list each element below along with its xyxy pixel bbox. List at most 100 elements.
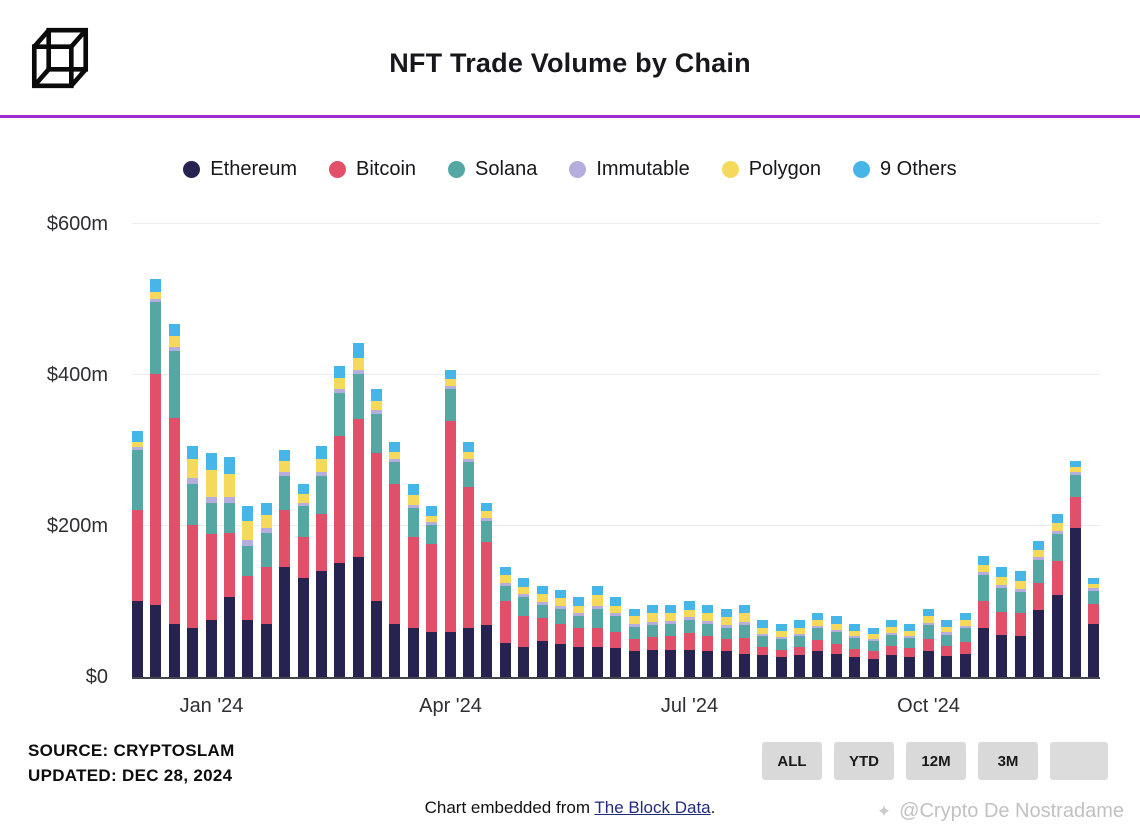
stacked-bar[interactable] [591,586,603,677]
stacked-bar[interactable] [775,623,787,677]
legend-item-immutable[interactable]: Immutable [569,158,690,181]
stacked-bar[interactable] [794,620,806,677]
stacked-bar[interactable] [260,502,272,677]
stacked-bar[interactable] [297,483,309,677]
updated-line: UPDATED: DEC 28, 2024 [28,766,233,785]
stacked-bar[interactable] [334,366,346,677]
stacked-bar[interactable] [389,441,401,677]
bar-segment-ethereum [205,620,217,677]
stacked-bar[interactable] [444,369,456,677]
bar-segment-9-others [849,623,861,631]
stacked-bar[interactable] [849,623,861,677]
stacked-bar[interactable] [499,567,511,677]
stacked-bar[interactable] [205,453,217,677]
legend-item-solana[interactable]: Solana [448,158,537,181]
stacked-bar[interactable] [1014,570,1026,677]
x-tick-label: Apr '24 [419,695,482,717]
stacked-bar[interactable] [536,586,548,677]
bar-segment-ethereum [1069,528,1081,677]
stacked-bar[interactable] [573,597,585,677]
stacked-bar[interactable] [959,612,971,677]
stacked-bar[interactable] [646,605,658,677]
range-button-3m[interactable]: 3M [978,742,1038,780]
stacked-bar[interactable] [867,627,879,677]
stacked-bar[interactable] [481,502,493,677]
bar-segment-ethereum [168,623,180,677]
bar-segment-immutable [757,633,769,637]
bar-segment-polygon [205,470,217,497]
gridline [132,223,1100,224]
bar-segment-solana [794,636,806,647]
stacked-bar[interactable] [702,605,714,677]
range-button-12m[interactable]: 12M [906,742,966,780]
stacked-bar[interactable] [683,601,695,677]
bar-segment-9-others [334,366,346,379]
bar-segment-bitcoin [886,645,898,656]
time-range-buttons: ALL YTD 12M 3M [762,742,1108,780]
stacked-bar[interactable] [665,605,677,677]
stacked-bar[interactable] [132,430,143,677]
stacked-bar[interactable] [1051,513,1063,677]
range-button-blank[interactable] [1050,742,1108,780]
stacked-bar[interactable] [518,578,530,677]
stacked-bar[interactable] [977,555,989,677]
stacked-bar[interactable] [904,623,916,677]
bar-segment-immutable [334,388,346,393]
bar-segment-polygon [242,520,254,540]
source-line: SOURCE: CRYPTOSLAM [28,741,235,760]
stacked-bar[interactable] [371,388,383,677]
range-button-all[interactable]: ALL [762,742,822,780]
stacked-bar[interactable] [168,324,180,677]
stacked-bar[interactable] [223,457,235,677]
stacked-bar[interactable] [941,620,953,677]
bar-segment-9-others [1088,578,1100,584]
bar-segment-bitcoin [665,636,677,651]
bar-segment-immutable [297,502,309,507]
stacked-bar[interactable] [738,605,750,677]
stacked-bar[interactable] [1033,540,1045,677]
stacked-bar[interactable] [922,608,934,677]
bar-segment-immutable [738,621,750,625]
range-button-ytd[interactable]: YTD [834,742,894,780]
stacked-bar[interactable] [554,589,566,677]
bar-segment-solana [628,626,640,640]
bar-segment-polygon [757,627,769,634]
bar-segment-ethereum [297,578,309,677]
stacked-bar[interactable] [812,612,824,677]
stacked-bar[interactable] [996,567,1008,677]
bar-segment-9-others [463,441,475,452]
bar-segment-immutable [646,621,658,625]
stacked-bar[interactable] [1069,460,1081,677]
stacked-bar[interactable] [426,506,438,677]
bar-segment-polygon [315,458,327,473]
stacked-bar[interactable] [720,608,732,677]
bar-segment-polygon [646,613,658,622]
bar-segment-polygon [518,586,530,595]
stacked-bar[interactable] [150,278,162,677]
stacked-bar[interactable] [886,620,898,677]
stacked-bar[interactable] [628,608,640,677]
stacked-bar[interactable] [757,620,769,677]
stacked-bar[interactable] [1088,578,1100,677]
stacked-bar[interactable] [187,445,199,677]
stacked-bar[interactable] [610,597,622,677]
bar-segment-solana [260,532,272,568]
stacked-bar[interactable] [830,616,842,677]
legend-item-ethereum[interactable]: Ethereum [183,158,297,181]
stacked-bar[interactable] [463,441,475,677]
stacked-bar[interactable] [352,343,364,677]
stacked-bar[interactable] [242,506,254,677]
source-block: SOURCE: CRYPTOSLAM UPDATED: DEC 28, 2024 [28,738,235,788]
stacked-bar[interactable] [279,449,291,677]
legend-item-bitcoin[interactable]: Bitcoin [329,158,416,181]
bar-segment-polygon [352,357,364,370]
stacked-bar[interactable] [407,483,419,677]
bar-segment-solana [812,628,824,640]
sparkle-icon: ✦ [876,801,892,821]
stacked-bar[interactable] [315,445,327,677]
bar-segment-ethereum [242,620,254,677]
legend-item-polygon[interactable]: Polygon [721,158,821,181]
the-block-data-link[interactable]: The Block Data [594,798,711,817]
legend-item-9-others[interactable]: 9 Others [852,158,957,181]
